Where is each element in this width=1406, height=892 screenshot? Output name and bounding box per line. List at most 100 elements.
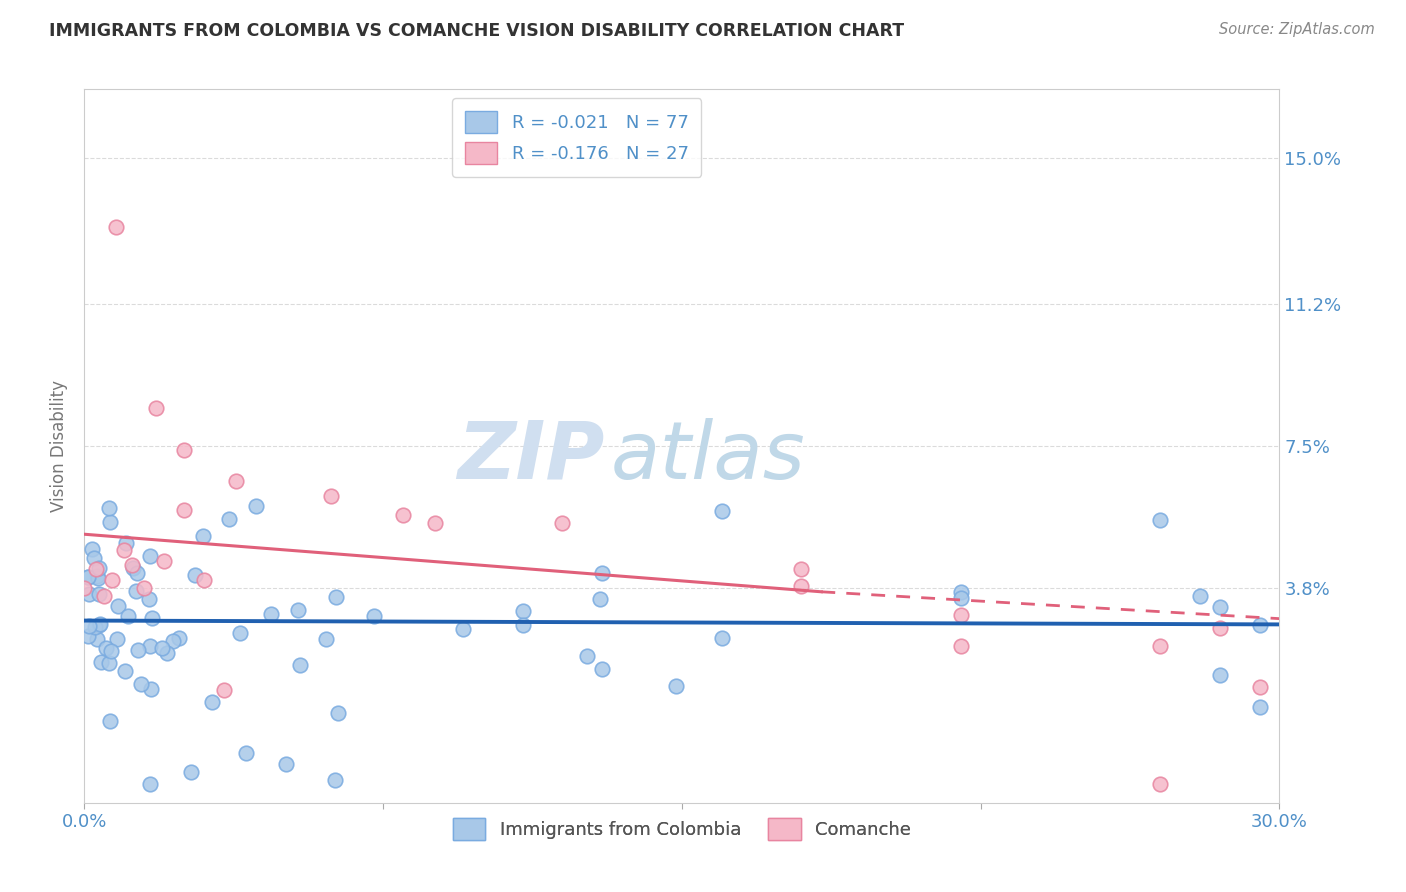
Point [105,220,128,235]
Point [591,566,613,580]
Point [1209,667,1232,681]
Point [949,639,972,653]
Point [162,634,184,648]
Point [107,599,129,613]
Point [87,561,110,575]
Point [86,632,108,647]
Point [150,640,173,655]
Point [132,581,156,595]
Point [90,655,112,669]
Point [235,746,257,760]
Point [1209,600,1232,615]
Point [193,574,215,588]
Point [100,644,122,658]
Point [1149,639,1171,653]
Point [665,679,688,693]
Point [321,489,343,503]
Point [287,603,309,617]
Point [392,508,415,522]
Text: ZIP: ZIP [457,417,605,496]
Point [83,550,105,565]
Point [115,535,138,549]
Point [101,574,124,588]
Point [225,474,247,488]
Point [1188,589,1211,603]
Point [180,765,202,780]
Point [125,566,148,580]
Point [86,562,108,576]
Point [710,631,733,645]
Point [790,579,813,593]
Point [141,611,163,625]
Point [73,581,96,595]
Point [218,512,240,526]
Point [1249,618,1271,632]
Point [114,664,136,678]
Point [325,590,347,604]
Point [949,591,972,605]
Point [290,658,312,673]
Text: IMMIGRANTS FROM COLOMBIA VS COMANCHE VISION DISABILITY CORRELATION CHART: IMMIGRANTS FROM COLOMBIA VS COMANCHE VIS… [49,22,904,40]
Point [129,676,152,690]
Point [105,632,128,646]
Point [122,561,145,575]
Point [98,500,121,515]
Point [93,589,115,603]
Point [512,604,534,618]
Point [212,683,235,698]
Point [77,618,100,632]
Point [245,500,267,514]
Point [453,622,475,636]
Point [1249,699,1271,714]
Point [77,629,100,643]
Point [98,656,121,670]
Point [138,776,160,790]
Point [576,648,599,663]
Point [1149,513,1171,527]
Point [173,442,195,457]
Point [125,584,148,599]
Point [173,502,195,516]
Point [77,570,100,584]
Point [591,662,613,676]
Point [153,554,176,568]
Point [87,618,110,632]
Point [100,714,122,728]
Point [127,642,149,657]
Point [183,568,205,582]
Legend: Immigrants from Colombia, Comanche: Immigrants from Colombia, Comanche [446,811,918,847]
Point [139,639,162,653]
Point [141,682,163,697]
Point [89,617,111,632]
Point [710,504,733,518]
Point [80,541,103,556]
Point [315,632,337,646]
Point [260,607,283,621]
Point [77,570,100,584]
Point [323,772,346,787]
Point [156,646,179,660]
Point [201,696,224,710]
Point [138,592,160,607]
Point [117,609,139,624]
Point [191,529,214,543]
Point [121,558,143,572]
Point [1209,621,1232,635]
Point [512,618,534,632]
Point [1249,680,1271,694]
Text: atlas: atlas [610,417,806,496]
Point [100,515,122,529]
Point [423,516,446,530]
Point [112,542,135,557]
Point [139,549,162,563]
Point [87,571,110,585]
Point [328,706,350,720]
Point [949,584,972,599]
Point [363,608,385,623]
Point [84,620,107,634]
Point [274,757,297,772]
Point [86,569,108,583]
Y-axis label: Vision Disability: Vision Disability [51,380,69,512]
Point [87,587,110,601]
Point [77,587,100,601]
